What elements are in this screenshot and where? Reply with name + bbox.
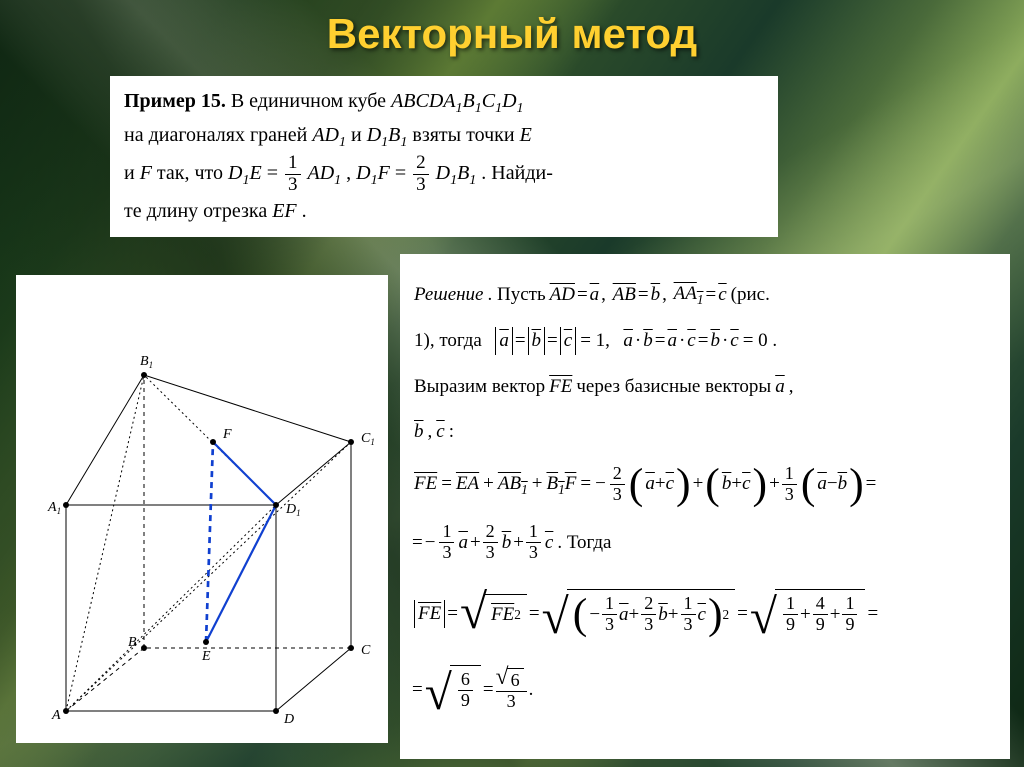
text: и [351,124,367,146]
vec-fe: FE [549,373,572,401]
solution-line-3: Выразим вектор FE через базисные векторы… [412,373,998,401]
slide-title: Векторный метод [0,10,1024,58]
text: . Пусть [488,281,546,309]
math: D1E [228,162,262,184]
problem-statement: Пример 15. В единичном кубе ABCDA1B1C1D1… [110,76,778,237]
math: D1B1 [436,162,477,184]
text: Найди- [491,162,553,184]
svg-text:A1: A1 [47,500,61,516]
vec-ab: AB [613,281,636,309]
svg-text:D1: D1 [285,502,301,518]
solution-line-1: Решение. Пусть AD = a , AB = b , AA1 = c… [412,280,998,309]
text: . Тогда [557,529,611,557]
math: AD1 [308,162,342,184]
math: EF [272,200,296,222]
text: так, что [157,162,228,184]
text: . [302,200,307,222]
vec-b: b [651,281,661,309]
text: В единичном кубе [231,90,391,112]
solution: Решение. Пусть AD = a , AB = b , AA1 = c… [400,254,1010,759]
svg-text:F: F [222,427,232,442]
fraction: 23 [413,153,429,196]
solution-line-6: FE = √FE2 = √ − 13a + 23b + 13c 2 = √ 19… [412,589,998,639]
svg-text:E: E [201,649,211,664]
text: . [481,162,491,184]
cube-svg: A D C B A1 D1 C1 B1 E F [16,275,388,743]
svg-text:D: D [283,712,294,727]
text: взяты точки [412,124,519,146]
svg-text:B: B [128,635,137,650]
math: F [140,162,152,184]
solution-line-3b: b, c : [412,418,998,446]
text: (рис. [731,281,770,309]
cube-diagram: A D C B A1 D1 C1 B1 E F [16,275,388,743]
vec-aa1: AA1 [674,280,704,309]
text: = 0 . [743,327,777,355]
example-label: Пример 15. [124,90,226,112]
math: E [520,124,532,146]
text: на диагоналях граней [124,124,312,146]
fraction: 13 [285,153,301,196]
text: и [124,162,140,184]
solution-line-2: 1), тогда a = b = c = 1, a · b = a · c =… [412,327,998,355]
solution-line-7: = √ 69 = 63 . [412,665,998,715]
text: те длину отрезка [124,200,272,222]
svg-text:C: C [361,643,371,658]
vec-c: c [718,281,726,309]
vec-a: a [590,281,600,309]
text: через базисные векторы [576,373,771,401]
math: ABCDA1B1C1D1 [391,90,523,112]
solution-line-4: FE = EA + AB1 + B1F = − 23 a + c + b + c… [412,464,998,505]
eq: = [395,162,411,184]
text: Выразим вектор [414,373,545,401]
text: , [346,162,356,184]
svg-text:C1: C1 [361,431,375,447]
math: D1B1 [367,124,408,146]
math: AD1 [312,124,346,146]
math: D1F [356,162,390,184]
text: = 1, [580,327,610,355]
resh-label: Решение [414,281,484,309]
solution-line-5: = − 13 a + 23 b + 13 c . Тогда [412,522,998,563]
eq: = [267,162,283,184]
svg-text:A: A [51,708,61,723]
text: 1), тогда [414,327,482,355]
svg-text:B1: B1 [140,354,153,370]
vec-ad: AD [550,281,575,309]
